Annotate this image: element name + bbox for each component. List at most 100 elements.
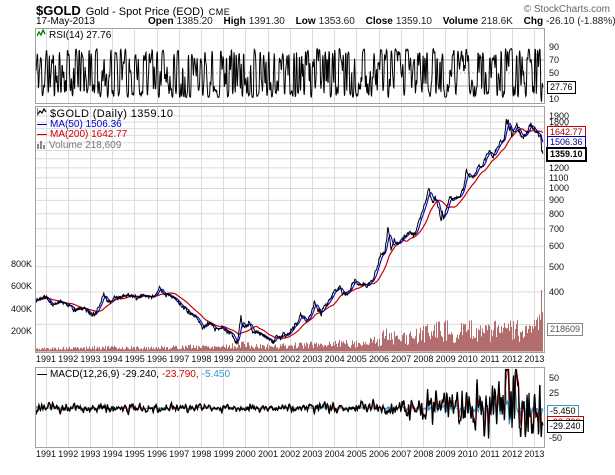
low-label: Low xyxy=(295,16,316,27)
x-axis-year-label: 1999 xyxy=(213,449,234,459)
ma200-legend-label: MA(200) 1642.77 xyxy=(50,129,128,140)
change-label: Chg xyxy=(523,16,544,27)
x-axis-year-label: 1997 xyxy=(169,354,190,364)
x-axis-year-label: 2012 xyxy=(502,354,523,364)
x-axis-year-label: 1991 xyxy=(35,449,57,459)
x-axis-year-label: 2011 xyxy=(480,354,500,364)
low-value: 1353.60 xyxy=(318,16,355,27)
volume-axis-tick: 200K xyxy=(10,325,32,336)
x-axis-year-label: 2008 xyxy=(413,449,434,459)
price-axis-tick: 600 xyxy=(549,241,565,252)
macd-axis-tick: 25 xyxy=(549,388,560,398)
price-axis-tick: 700 xyxy=(549,223,565,234)
x-axis-year-label: 1995 xyxy=(124,354,145,364)
macd-value-tag: -29.240 xyxy=(547,419,584,433)
x-axis-year-label: 2011 xyxy=(480,449,500,459)
rsi-axis-tick: 10 xyxy=(549,94,560,104)
x-axis-year-label: 1998 xyxy=(191,354,212,364)
change-value: -26.10 (-1.88%) xyxy=(546,16,615,27)
open-value: 1385.20 xyxy=(176,16,213,27)
chart-header: $GOLD Gold - Spot Price (EOD) CME xyxy=(36,2,231,18)
x-axis-year-label: 1994 xyxy=(102,449,123,459)
price-axis-tick: 500 xyxy=(549,261,565,272)
bold-value-tag: 1359.10 xyxy=(546,146,587,162)
x-axis-year-label: 2000 xyxy=(235,449,256,459)
volume-label: Volume xyxy=(442,16,479,27)
x-axis-year-label: 2003 xyxy=(302,354,323,364)
x-axis-year-label: 2013 xyxy=(524,354,545,364)
exchange-label: CME xyxy=(208,7,231,17)
x-axis-year-label: 1994 xyxy=(102,354,123,364)
macd-value-tag: -5.450 xyxy=(547,405,579,419)
price-axis-tick: 1200 xyxy=(549,162,570,173)
rsi-legend: RSI(14) 27.76 xyxy=(36,28,112,41)
x-axis-year-label: 2010 xyxy=(457,354,478,364)
price-axis-tick: 800 xyxy=(549,208,565,219)
x-axis-year-label: 1997 xyxy=(169,449,190,459)
price-axis-tick: 1800 xyxy=(549,117,570,128)
x-axis-year-label: 2005 xyxy=(346,354,367,364)
ma50-legend-label: MA(50) 1506.36 xyxy=(50,118,122,130)
x-axis-year-label: 1993 xyxy=(80,354,101,364)
volume-axis-tick: 800K xyxy=(10,259,32,270)
x-axis-year-label: 2007 xyxy=(391,354,412,364)
price-legend-label: $GOLD (Daily) 1359.10 xyxy=(50,107,174,120)
rsi-axis-tick: 90 xyxy=(549,42,560,52)
x-axis-year-label: 2013 xyxy=(524,449,545,459)
rsi-panel xyxy=(35,28,545,104)
x-axis-year-label: 2006 xyxy=(368,449,390,459)
price-axis-tick: 1000 xyxy=(549,183,570,194)
x-axis-year-label: 1993 xyxy=(80,449,101,459)
x-axis-year-label: 1998 xyxy=(191,449,212,459)
x-axis-year-label: 2010 xyxy=(457,449,478,459)
x-axis-year-label: 2004 xyxy=(324,354,345,364)
volume-value: 218.6K xyxy=(481,16,513,27)
x-axis-year-label: 2007 xyxy=(391,449,412,459)
volume-legend-label: Volume 218,609 xyxy=(49,140,122,151)
rsi-axis-tick: 70 xyxy=(549,55,560,65)
rsi-indicator-icon xyxy=(36,28,46,41)
x-axis-year-label: 2002 xyxy=(280,449,301,459)
ma200-line-swatch-icon: — xyxy=(37,129,47,141)
macd-signal-legend-label: -23.790, xyxy=(161,369,199,380)
chart-date: 17-May-2013 xyxy=(36,16,95,27)
close-value: 1359.10 xyxy=(395,16,432,27)
macd-line-swatch-icon: — xyxy=(37,368,47,380)
price-axis-tick: 1100 xyxy=(549,172,569,183)
x-axis-year-label: 1995 xyxy=(124,449,145,459)
macd-panel xyxy=(35,367,545,448)
x-axis-year-label: 2003 xyxy=(302,449,323,459)
rsi-axis-tick: 50 xyxy=(549,68,560,78)
volume-bars-icon xyxy=(37,140,46,153)
price-legend: $GOLD (Daily) 1359.10 — MA(50) 1506.36 —… xyxy=(36,107,174,153)
x-axis-year-label: 1999 xyxy=(213,354,234,364)
rsi-value-tag: 27.76 xyxy=(547,81,576,95)
macd-legend: — MACD(12,26,9) -29.240, -23.790, -5.450 xyxy=(37,369,230,380)
ticker-symbol: $GOLD xyxy=(36,3,81,18)
ma50-line-swatch-icon: — xyxy=(37,118,47,130)
rsi-legend-label: RSI(14) 27.76 xyxy=(49,29,112,41)
price-panel xyxy=(35,106,545,353)
x-axis-year-label: 1996 xyxy=(146,354,168,364)
high-value: 1391.30 xyxy=(248,16,285,27)
x-axis-year-label: 1992 xyxy=(58,449,79,459)
x-axis-year-label: 2001 xyxy=(257,354,279,364)
x-axis-year-label: 2009 xyxy=(435,354,456,364)
price-axis-tick: 400 xyxy=(549,286,565,297)
x-axis-year-label: 1992 xyxy=(58,354,79,364)
x-axis-year-label: 1991 xyxy=(35,354,57,364)
price-axis-tick: 900 xyxy=(549,195,565,206)
macd-hist-legend-label: -5.450 xyxy=(201,369,231,380)
x-axis-year-label: 2001 xyxy=(257,449,279,459)
open-label: Open xyxy=(148,16,174,27)
quote-header-row: 17-May-2013 Open 1385.20 High 1391.30 Low 1… xyxy=(36,16,615,28)
x-axis-year-label: 1996 xyxy=(146,449,168,459)
x-axis-year-label: 2002 xyxy=(280,354,301,364)
macd-axis-tick: 50 xyxy=(549,373,560,383)
high-label: High xyxy=(223,16,246,27)
gray-value-tag: 218609 xyxy=(547,322,584,336)
x-axis-year-label: 2006 xyxy=(368,354,390,364)
macd-axis-tick: -50 xyxy=(549,433,563,443)
x-axis-year-label: 2000 xyxy=(235,354,256,364)
